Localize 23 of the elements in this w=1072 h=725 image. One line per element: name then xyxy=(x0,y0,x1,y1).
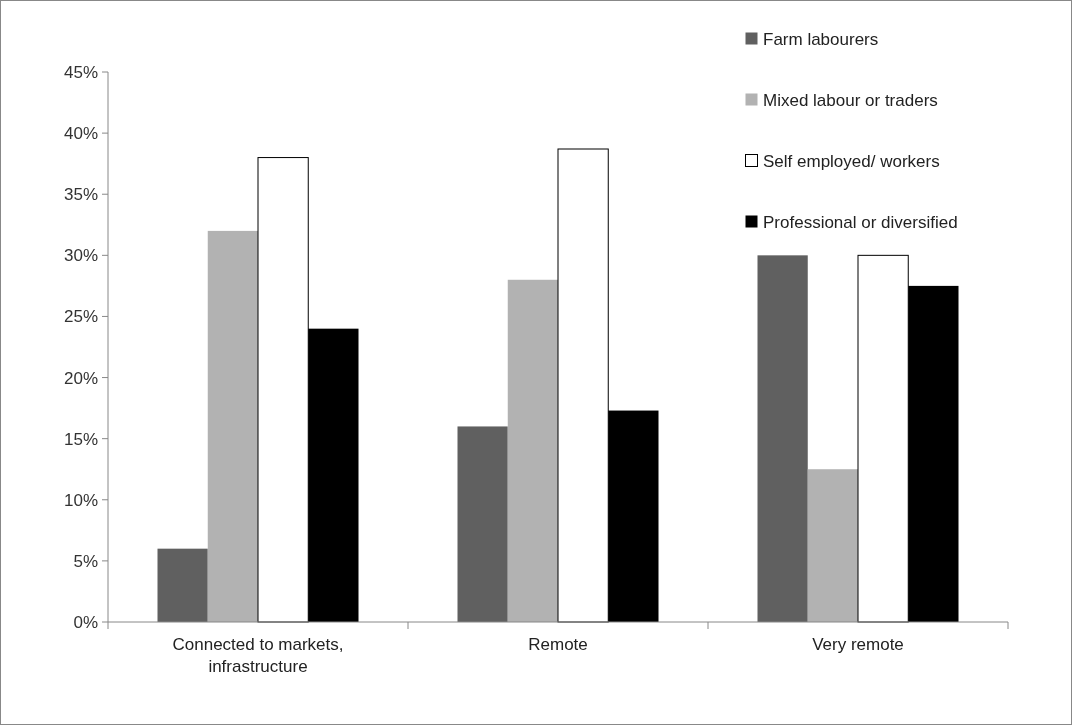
y-tick-label: 5% xyxy=(73,551,98,571)
y-tick-label: 0% xyxy=(73,612,98,632)
y-tick-label: 15% xyxy=(63,429,98,449)
bar xyxy=(207,230,258,622)
bar xyxy=(807,469,858,622)
y-tick-label: 40% xyxy=(63,124,98,144)
bar xyxy=(157,548,208,622)
y-tick-label: 25% xyxy=(63,307,98,327)
y-tick-label: 20% xyxy=(63,368,98,388)
y-tick-label: 35% xyxy=(63,185,98,205)
x-tick-label: Very remote xyxy=(812,635,904,654)
legend-label: Self employed/ workers xyxy=(763,151,940,171)
bar xyxy=(457,426,508,622)
bar xyxy=(507,279,558,622)
y-tick-label: 10% xyxy=(63,490,98,510)
legend-label: Professional or diversified xyxy=(763,212,958,232)
legend-label: Farm labourers xyxy=(763,29,879,49)
legend-label: Mixed labour or traders xyxy=(763,90,938,110)
y-tick-label: 45% xyxy=(63,62,98,82)
x-tick-label: Remote xyxy=(528,635,588,654)
x-tick-label: Connected to markets, infrastructure xyxy=(172,635,344,676)
y-tick-label: 30% xyxy=(63,246,98,266)
bar xyxy=(757,255,808,622)
